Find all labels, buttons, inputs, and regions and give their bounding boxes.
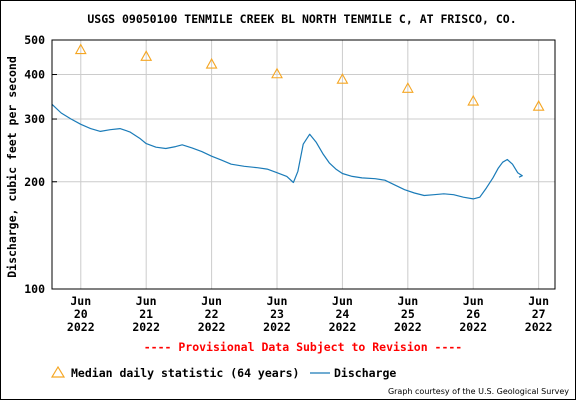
x-tick-label: 27: [532, 307, 546, 321]
x-tick-label: 2022: [67, 320, 95, 334]
x-tick-label: Jun: [70, 294, 91, 308]
x-tick-label: Jun: [463, 294, 484, 308]
median-point: [467, 94, 480, 106]
x-tick-label: 2022: [329, 320, 357, 334]
x-tick-label: 2022: [394, 320, 422, 334]
provisional-annotation: ---- Provisional Data Subject to Revisio…: [144, 340, 463, 354]
y-tick-label: 100: [24, 282, 45, 296]
median-point: [532, 100, 545, 111]
median-series: [74, 43, 545, 111]
plot-area: [52, 40, 555, 289]
discharge-series: [51, 103, 523, 200]
y-tick-label: 500: [24, 33, 45, 47]
x-tick-label: Jun: [267, 294, 288, 308]
legend-triangle-icon: [50, 365, 66, 378]
median-point: [336, 73, 349, 84]
x-tick-label: 20: [74, 307, 88, 321]
x-tick-labels: Jun202022Jun212022Jun222022Jun232022Jun2…: [67, 294, 553, 334]
x-tick-label: 25: [401, 307, 415, 321]
y-tick-label: 300: [24, 112, 45, 126]
x-tick-label: Jun: [332, 294, 353, 308]
legend-discharge-label: Discharge: [334, 366, 396, 380]
x-tick-label: 2022: [198, 320, 226, 334]
median-point: [271, 67, 283, 79]
median-point: [205, 57, 218, 69]
x-tick-label: 2022: [132, 320, 160, 334]
median-point: [140, 50, 153, 61]
x-tick-label: Jun: [528, 294, 549, 308]
x-tick-label: 26: [466, 307, 480, 321]
x-tick-label: 2022: [525, 320, 553, 334]
plot-frame: [51, 39, 556, 290]
y-tick-labels: 100 200 300 400 500: [24, 33, 45, 296]
credit-text: Graph courtesy of the U.S. Geological Su…: [388, 387, 569, 396]
x-tick-label: 21: [139, 307, 153, 321]
x-tick-label: 22: [205, 307, 219, 321]
y-tick-label: 400: [24, 68, 45, 82]
grid: [52, 39, 555, 290]
y-axis-label: Discharge, cubic feet per second: [5, 56, 19, 278]
legend-median-label: Median daily statistic (64 years): [71, 366, 299, 380]
x-tick-label: 2022: [459, 320, 487, 334]
x-tick-label: 23: [270, 307, 284, 321]
x-tick-label: 2022: [263, 320, 291, 334]
y-tick-label: 200: [24, 175, 45, 189]
x-tick-label: Jun: [397, 294, 418, 308]
chart-title: USGS 09050100 TENMILE CREEK BL NORTH TEN…: [87, 12, 516, 26]
x-tick-label: Jun: [136, 294, 157, 308]
x-tick-label: 24: [335, 307, 349, 321]
discharge-line: [51, 103, 523, 200]
legend: Median daily statistic (64 years) Discha…: [50, 365, 396, 380]
median-point: [74, 43, 87, 55]
median-point: [401, 82, 414, 93]
x-tick-label: Jun: [201, 294, 222, 308]
